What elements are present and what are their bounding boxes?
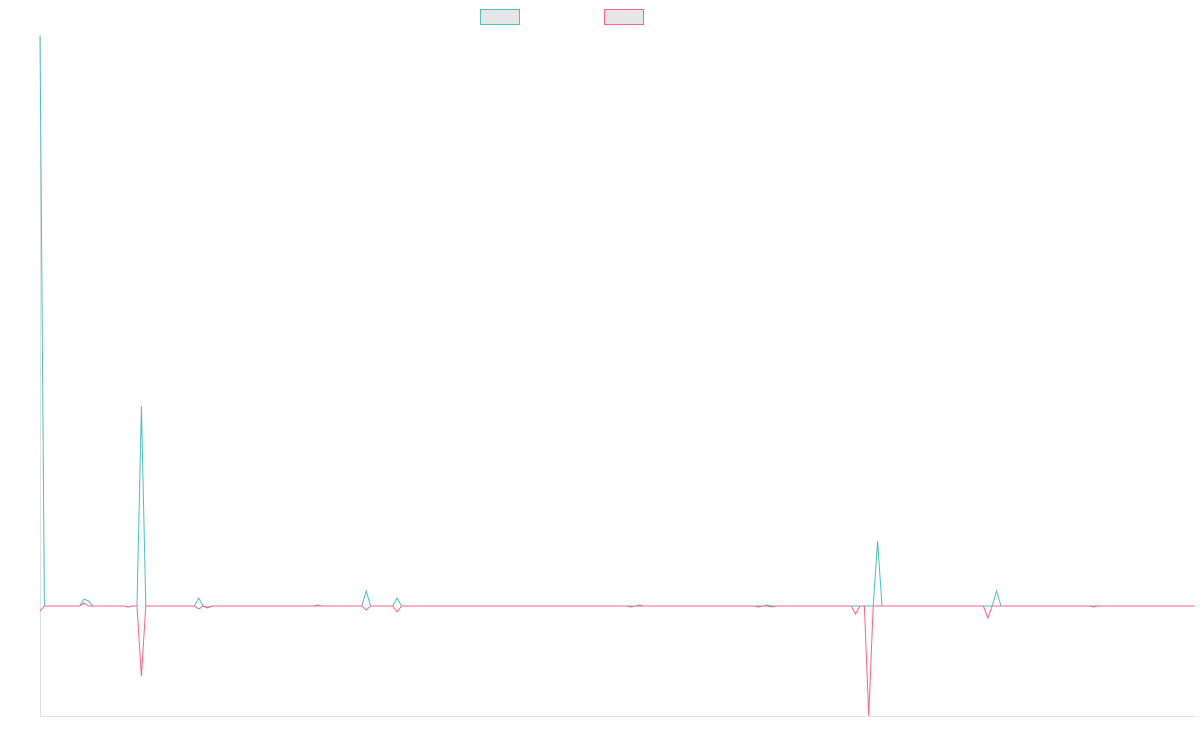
chart-legend (0, 9, 1200, 27)
series-line-1[interactable] (39, 35, 1195, 608)
series-layer (39, 35, 1195, 717)
legend-swatch-series-2[interactable] (604, 9, 644, 25)
series-line-2[interactable] (39, 602, 1195, 717)
legend-swatch-series-1[interactable] (480, 9, 520, 25)
